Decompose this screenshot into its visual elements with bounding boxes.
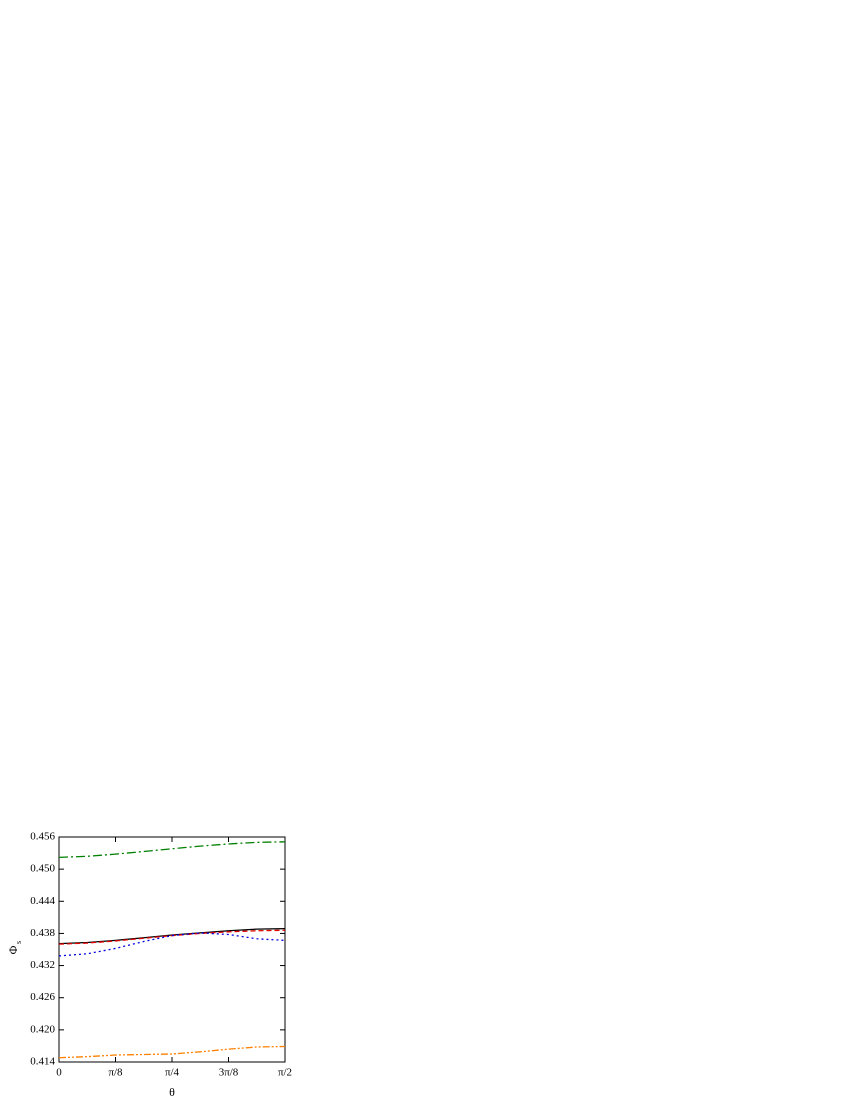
y-tick-label: 0.438 — [30, 927, 55, 939]
y-axis-label-group: Φ s — [6, 941, 23, 955]
x-tick-label: 0 — [56, 1067, 62, 1079]
y-tick-label: 0.432 — [30, 959, 55, 971]
x-tick-label: π/8 — [108, 1067, 123, 1079]
y-tick-label: 0.420 — [30, 1023, 55, 1035]
plot-frame — [58, 836, 286, 1063]
y-axis-label: Φ — [6, 945, 20, 954]
y-tick-label: 0.444 — [30, 895, 55, 907]
y-axis-label-subscript: s — [14, 941, 23, 944]
x-axis-label: θ — [169, 1085, 175, 1099]
series-line — [58, 1045, 286, 1059]
series-line — [58, 929, 286, 945]
y-tick-label: 0.414 — [30, 1056, 55, 1068]
y-tick-label: 0.450 — [30, 863, 55, 875]
x-tick-label: π/2 — [278, 1067, 292, 1079]
y-tick-label: 0.456 — [30, 831, 55, 843]
x-tick-label: π/4 — [165, 1067, 180, 1079]
y-tick-label: 0.426 — [30, 991, 55, 1003]
series-line — [58, 932, 286, 957]
series-line — [58, 841, 286, 859]
x-tick-label: 3π/8 — [219, 1067, 239, 1079]
